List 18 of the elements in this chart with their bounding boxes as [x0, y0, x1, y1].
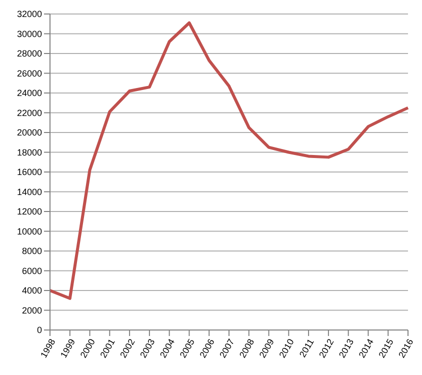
- y-tick-label: 18000: [16, 147, 42, 158]
- y-tick-label: 20000: [16, 128, 42, 138]
- y-tick-label: 8000: [22, 246, 42, 256]
- y-tick-label: 24000: [16, 88, 42, 98]
- y-tick-label: 2000: [22, 305, 42, 316]
- y-tick-label: 28000: [16, 48, 42, 59]
- y-tick-label: 16000: [16, 167, 42, 178]
- line-series: [48, 21, 410, 300]
- y-tick-label: 10000: [16, 226, 42, 236]
- y-tick-label: 22000: [16, 108, 42, 118]
- y-tick-label: 32000: [16, 9, 42, 20]
- y-tick-label: 14000: [16, 186, 42, 197]
- y-tick-label: 4000: [22, 286, 42, 296]
- y-tick-label: 6000: [22, 266, 42, 276]
- y-tick-label: 0: [36, 325, 42, 336]
- y-tick-label: 26000: [16, 68, 42, 78]
- y-tick-label: 30000: [16, 28, 42, 39]
- y-tick-label: 12000: [16, 206, 42, 217]
